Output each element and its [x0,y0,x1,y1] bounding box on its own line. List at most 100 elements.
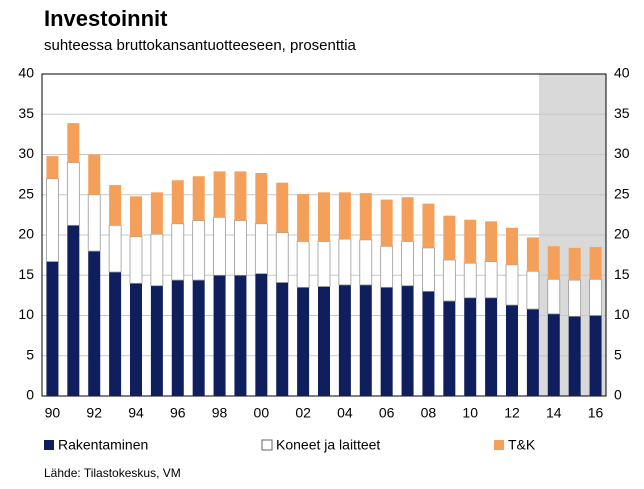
x-tick-label: 90 [45,405,61,421]
bar-segment [46,261,59,396]
y2-tick-label: 0 [614,387,622,403]
legend-swatch [261,439,273,451]
y2-tick-label: 35 [614,105,630,121]
bar-segment [46,156,59,179]
bar-segment [443,215,456,260]
bar-segment [318,286,330,396]
bar-segment [464,219,477,264]
bar-segment [485,297,498,396]
bar-segment [506,305,518,396]
x-tick-label: 14 [546,405,562,421]
y-tick-label: 30 [18,145,34,161]
bar-segment [150,233,164,287]
y2-tick-label: 25 [614,185,630,201]
x-tick-label: 98 [212,405,228,421]
source: Lähde: Tilastokeskus, VM [44,466,181,480]
bar-segment [359,239,373,286]
legend-label: Rakentaminen [58,437,148,453]
bar-segment [589,315,602,396]
y-tick-label: 35 [18,105,34,121]
bar-segment [547,246,560,280]
bar-segment [109,185,122,226]
bar-segment [171,280,184,396]
x-tick-label: 04 [337,405,353,421]
legend-label: Koneet ja laitteet [276,437,380,453]
bar-segment [443,301,456,396]
bar-segment [547,278,561,315]
chart-title: Investoinnit [44,6,168,31]
bar-segment [547,313,560,396]
bar-segment [67,225,80,396]
x-tick-label: 94 [128,405,144,421]
bar-segment [359,284,372,396]
bar-segment [66,162,80,226]
bar-segment [192,220,206,281]
bar-segment [338,192,351,240]
bar-segment [401,197,414,242]
bar-segment [318,192,330,242]
bar-segment [568,279,582,317]
y2-tick-label: 5 [614,346,622,362]
bar-segment [276,282,289,396]
bar-segment [338,284,351,396]
bar-segment [109,272,122,396]
bar-segment [276,182,289,233]
bar-segment [485,221,498,262]
bar-segment [422,291,435,396]
y-tick-label: 5 [26,346,34,362]
y2-tick-label: 30 [614,145,630,161]
bar-segment [297,287,310,396]
legend-swatch [494,440,504,450]
x-tick-label: 10 [462,405,478,421]
bar-segment [67,123,80,163]
x-tick-label: 00 [254,405,270,421]
bar-segment [484,261,498,299]
bar-segment [526,309,539,396]
bar-segment [505,264,519,306]
bar-segment [213,171,226,218]
y-tick-label: 0 [26,387,34,403]
bar-segment [129,236,143,284]
y2-tick-label: 15 [614,266,630,282]
bar-segment [46,178,59,262]
bar-segment [526,237,539,272]
bar-segment [130,283,142,396]
bar-segment [171,223,185,281]
bar-segment [192,176,205,221]
bar-segment [380,245,394,288]
bar-segment [108,224,122,273]
bar-segment [88,154,101,195]
bar-segment [442,259,456,302]
bar-segment [234,171,247,221]
x-tick-label: 92 [86,405,102,421]
bar-segment [213,216,226,276]
bar-segment [130,196,142,237]
bar-segment [589,278,602,316]
bar-segment [234,220,247,276]
bar-segment [255,173,268,224]
bar-segment [568,316,581,396]
bar-segment [234,275,247,396]
bar-segment [275,232,289,283]
y-tick-label: 20 [18,226,34,242]
bar-segment [464,297,477,396]
bar-segment [589,247,602,280]
bar-segment [401,285,414,396]
bar-segment [506,227,518,265]
y-tick-label: 40 [18,65,34,81]
bar-segment [87,194,101,252]
bar-segment [422,203,435,248]
bar-segment [526,270,540,310]
x-tick-label: 96 [170,405,186,421]
x-tick-label: 16 [588,405,604,421]
bar-segment [380,199,393,247]
x-tick-label: 02 [295,405,311,421]
bar-segment [171,180,184,224]
bar-segment [150,285,163,396]
chart-subtitle: suhteessa bruttokansantuotteeseen, prose… [44,37,357,54]
x-tick-label: 08 [421,405,437,421]
bar-segment [296,241,310,288]
bar-segment [150,192,163,235]
y2-tick-label: 40 [614,65,630,81]
